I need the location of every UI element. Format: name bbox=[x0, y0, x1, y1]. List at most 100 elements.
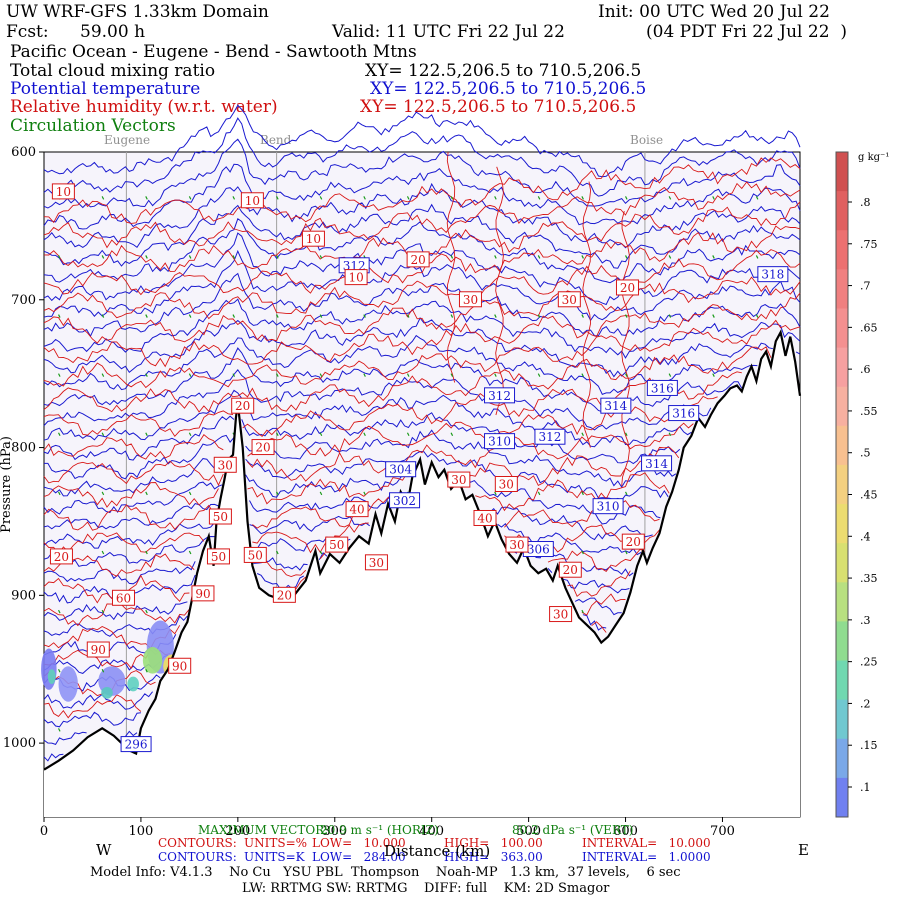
circulation-vector bbox=[406, 314, 410, 318]
colorbar-frame bbox=[835, 151, 849, 818]
circulation-vector bbox=[58, 373, 61, 377]
rh-units: UNITS=% bbox=[244, 836, 308, 850]
circulation-vector bbox=[145, 314, 148, 318]
circulation-vector bbox=[276, 550, 279, 555]
colorbar-label: .8 bbox=[860, 196, 871, 209]
rh-label-box bbox=[191, 585, 215, 602]
circulation-vector bbox=[58, 314, 61, 318]
field-vectors-name: Circulation Vectors bbox=[10, 116, 176, 136]
theta-contour-line bbox=[43, 232, 801, 306]
circulation-vector bbox=[363, 491, 366, 496]
physics-info: LW: RRTMG SW: RRTMG DIFF: full KM: 2D Sm… bbox=[242, 881, 610, 896]
rh-label: 40 bbox=[477, 511, 492, 525]
theta-contour-line bbox=[43, 711, 141, 728]
circulation-vector bbox=[232, 373, 236, 377]
theta-label-box bbox=[641, 455, 673, 472]
colorbar-label: .1 bbox=[860, 781, 871, 794]
circulation-vector bbox=[450, 255, 454, 259]
circulation-vector bbox=[101, 609, 105, 614]
theta-label-box bbox=[668, 405, 700, 422]
rh-label-box bbox=[231, 397, 255, 414]
circulation-vector bbox=[712, 196, 715, 200]
theta-contour-line bbox=[43, 470, 661, 525]
rh-label: 30 bbox=[451, 473, 466, 487]
circulation-vector bbox=[494, 255, 497, 259]
cloud-patch bbox=[47, 669, 56, 684]
rh-contour-line bbox=[43, 472, 670, 531]
colorbar-label: .4 bbox=[860, 530, 871, 543]
colorbar-swatch bbox=[836, 621, 848, 662]
circulation-vector bbox=[537, 373, 541, 377]
circulation-vector bbox=[319, 314, 323, 318]
rh-label: 30 bbox=[218, 458, 233, 472]
circulation-vector bbox=[145, 609, 148, 614]
x-tick-label: 600 bbox=[613, 824, 638, 839]
circulation-vector bbox=[58, 255, 61, 259]
theta-label-box bbox=[646, 379, 678, 396]
circulation-vector bbox=[276, 373, 279, 377]
circulation-vector bbox=[668, 314, 672, 318]
rh-label-box bbox=[615, 279, 639, 296]
rh-label: 60 bbox=[116, 591, 131, 605]
circulation-vector bbox=[668, 373, 672, 377]
rh-label: 50 bbox=[329, 538, 344, 552]
x-tick-label: 200 bbox=[225, 824, 250, 839]
theta-label-box bbox=[592, 498, 624, 515]
circulation-vector bbox=[581, 373, 584, 377]
model-info: Model Info: V4.1.3 No Cu YSU PBL Thompso… bbox=[90, 865, 681, 880]
field-rh-name: Relative humidity (w.r.t. water) bbox=[10, 97, 278, 117]
circulation-vector bbox=[58, 668, 61, 673]
theta-label: 304 bbox=[389, 463, 412, 477]
circulation-vector bbox=[363, 432, 366, 437]
rh-label: 50 bbox=[213, 510, 228, 524]
circulation-vector bbox=[319, 550, 323, 555]
rh-contour-line bbox=[582, 181, 592, 448]
rh-contour-line bbox=[43, 395, 718, 460]
theta-label: 312 bbox=[538, 430, 561, 444]
y-tick-label: 700 bbox=[11, 293, 36, 308]
circulation-vector bbox=[625, 432, 628, 437]
circulation-vector bbox=[145, 491, 148, 496]
circulation-vector bbox=[145, 668, 148, 673]
rh-contour-labels: 10 10 10 10 20 30 30 20 20 20 30 50 50 50 50 40 30 30 40 30… bbox=[49, 183, 645, 674]
circulation-vector bbox=[101, 255, 105, 259]
circulation-vector bbox=[625, 196, 628, 200]
theta-contour-line bbox=[43, 182, 801, 249]
circulation-vector bbox=[101, 314, 105, 318]
y-axis-title: Pressure (hPa) bbox=[0, 436, 14, 533]
theta-label: 302 bbox=[393, 494, 416, 508]
circulation-vector bbox=[188, 432, 192, 437]
circulation-vector bbox=[276, 432, 279, 437]
rh-label-box bbox=[558, 561, 582, 578]
circulation-vector bbox=[537, 196, 541, 200]
rh-label: 30 bbox=[369, 556, 384, 570]
place-label-boise: Boise bbox=[630, 133, 664, 147]
rh-label: 20 bbox=[563, 563, 578, 577]
theta-contour-line bbox=[43, 535, 634, 577]
rh-label: 10 bbox=[348, 271, 363, 285]
colorbar-label: .75 bbox=[860, 238, 878, 251]
field-theta-name: Potential temperature bbox=[10, 79, 201, 99]
circulation-vector bbox=[145, 255, 148, 259]
init-time: Init: 00 UTC Wed 20 Jul 22 bbox=[598, 2, 830, 22]
circulation-vector bbox=[537, 314, 541, 318]
rh-label-box bbox=[301, 230, 325, 247]
rh-contour-line bbox=[43, 319, 801, 389]
circulation-vector bbox=[755, 314, 759, 318]
circulation-vector bbox=[406, 432, 410, 437]
rh-label: 20 bbox=[626, 535, 641, 549]
colorbar-swatch bbox=[836, 699, 848, 740]
circulation-vector bbox=[58, 609, 61, 614]
theta-contour-line bbox=[43, 492, 653, 541]
rh-contours bbox=[43, 151, 801, 719]
theta-label: 318 bbox=[761, 268, 784, 282]
colorbar-label: .55 bbox=[860, 405, 878, 418]
circulation-vector bbox=[232, 196, 236, 200]
theta-label-box bbox=[600, 397, 632, 414]
theta-contour-line bbox=[43, 753, 64, 762]
rh-label: 20 bbox=[620, 281, 635, 295]
rh-label-box bbox=[364, 554, 388, 571]
rh-label-box bbox=[251, 439, 275, 456]
circulation-vector bbox=[494, 314, 497, 318]
rh-label-box bbox=[621, 533, 645, 550]
